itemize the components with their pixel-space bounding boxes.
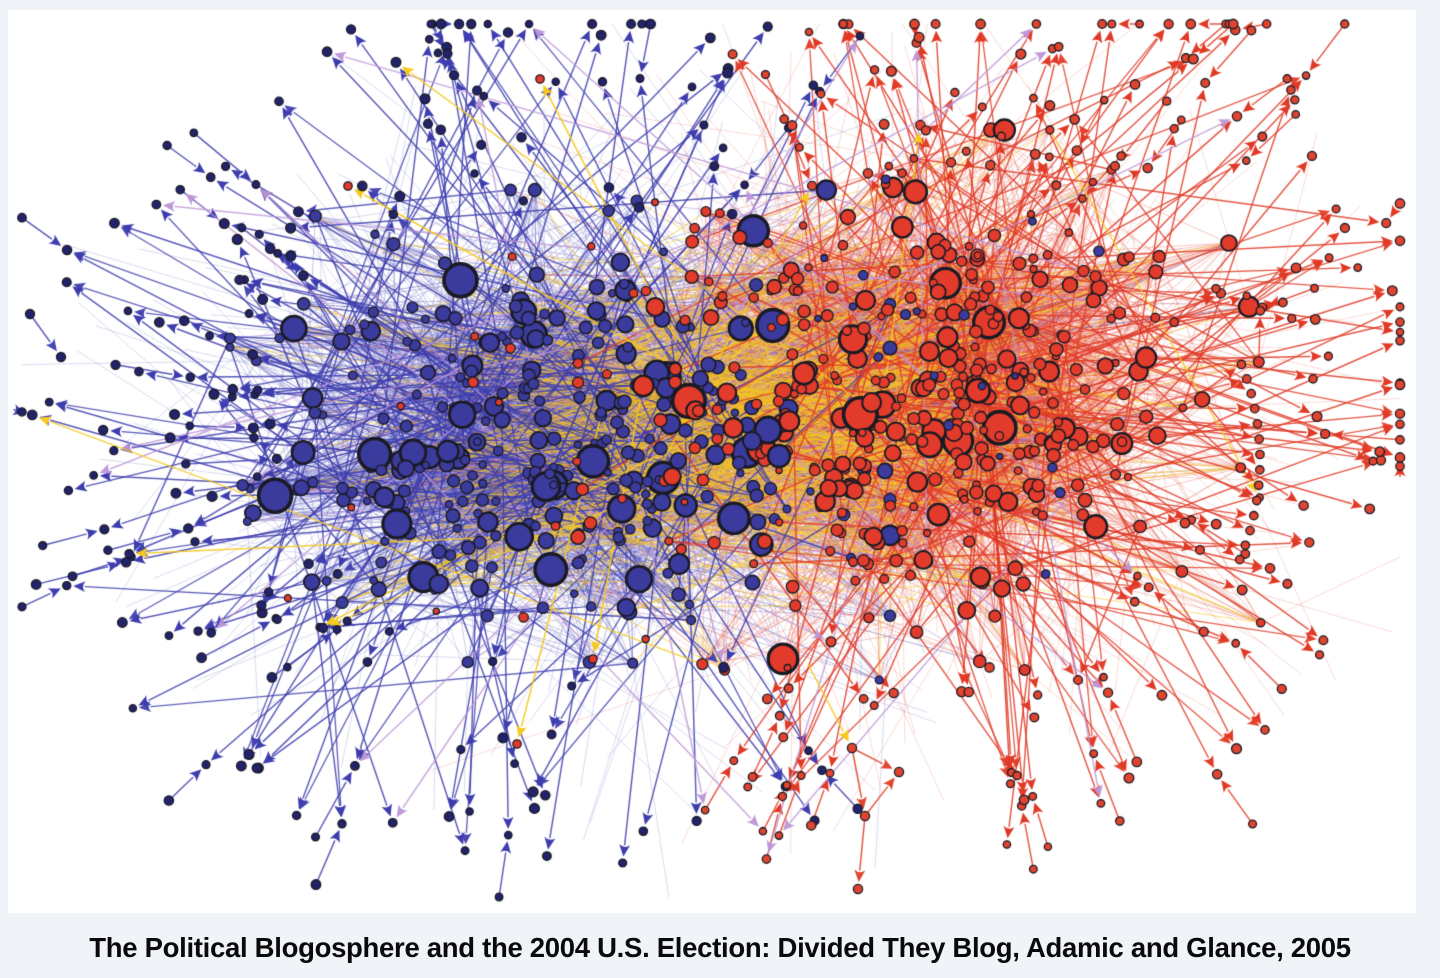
figure-caption: The Political Blogosphere and the 2004 U… xyxy=(89,932,1351,963)
network-figure xyxy=(8,10,1416,913)
network-canvas xyxy=(8,10,1416,913)
